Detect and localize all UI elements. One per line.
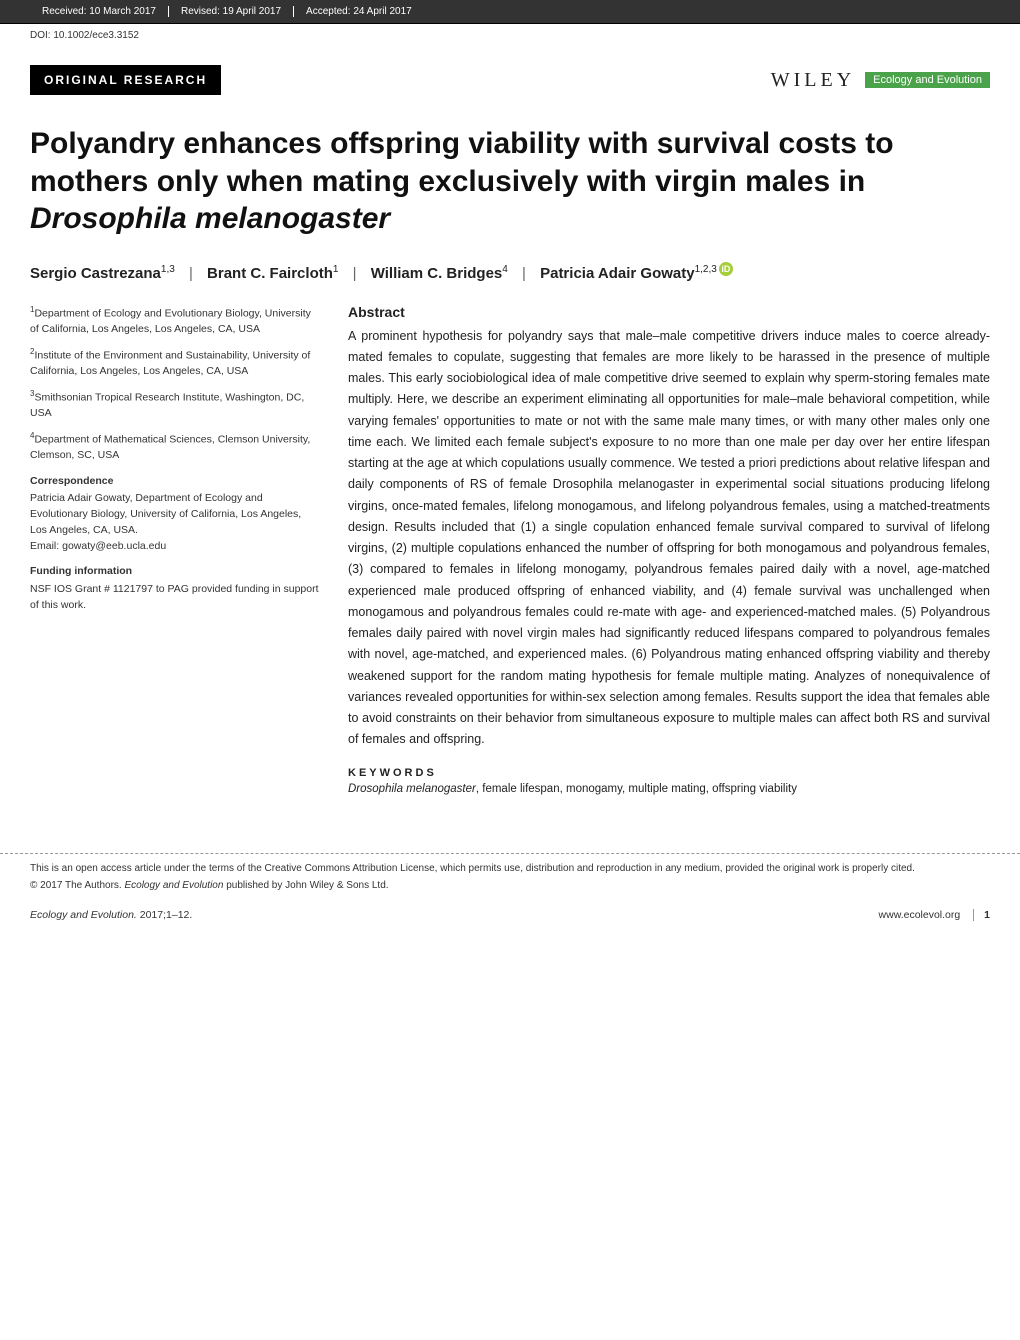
author-separator: | (189, 265, 193, 282)
footer-citation: Ecology and Evolution. 2017;1–12. (30, 909, 192, 921)
received-label: Received: (42, 6, 86, 17)
page-number: 1 (973, 909, 990, 921)
author-affil: 4 (502, 264, 508, 275)
journal-brand: Ecology and Evolution (865, 72, 990, 88)
abstract-body: A prominent hypothesis for polyandry say… (348, 326, 990, 751)
footer-journal: Ecology and Evolution. (30, 909, 137, 921)
accepted-date: 24 April 2017 (353, 6, 411, 17)
section-divider (0, 853, 1020, 854)
author-separator: | (353, 265, 357, 282)
author-affil: 1 (333, 264, 339, 275)
copyright-line: © 2017 The Authors. Ecology and Evolutio… (0, 876, 1020, 891)
author: William C. Bridges4 (371, 265, 508, 282)
correspondence-email: Email: gowaty@eeb.ucla.edu (30, 539, 320, 555)
aff-text: Institute of the Environment and Sustain… (30, 349, 310, 377)
affiliation: 2Institute of the Environment and Sustai… (30, 346, 320, 380)
email-value: gowaty@eeb.ucla.edu (62, 540, 166, 552)
publisher-block: WILEY Ecology and Evolution (771, 69, 990, 92)
received-cell: Received: 10 March 2017 (30, 6, 169, 17)
tag-row: ORIGINAL RESEARCH WILEY Ecology and Evol… (0, 47, 1020, 101)
main-content: Polyandry enhances offspring viability w… (0, 101, 1020, 825)
footer-citation-rest: 2017;1–12. (137, 909, 192, 921)
author-list: Sergio Castrezana1,3 | Brant C. Fairclot… (30, 262, 990, 282)
copyright-prefix: © 2017 The Authors. (30, 880, 124, 891)
affiliation: 4Department of Mathematical Sciences, Cl… (30, 430, 320, 464)
author-separator: | (522, 265, 526, 282)
aff-text: Department of Ecology and Evolutionary B… (30, 307, 311, 335)
revised-date: 19 April 2017 (223, 6, 281, 17)
author-name: William C. Bridges (371, 265, 503, 282)
abstract-column: Abstract A prominent hypothesis for poly… (348, 304, 990, 795)
accepted-cell: Accepted: 24 April 2017 (294, 6, 424, 17)
footer-right: www.ecolevol.org 1 (879, 909, 990, 921)
author-name: Sergio Castrezana (30, 265, 161, 282)
license-text: This is an open access article under the… (0, 862, 1020, 876)
aff-text: Smithsonian Tropical Research Institute,… (30, 391, 304, 419)
author: Sergio Castrezana1,3 (30, 265, 175, 282)
affiliation-column: 1Department of Ecology and Evolutionary … (30, 304, 320, 795)
title-species: Drosophila melanogaster (30, 202, 390, 235)
author-name: Brant C. Faircloth (207, 265, 333, 282)
copyright-journal: Ecology and Evolution (124, 880, 223, 891)
keywords-body: Drosophila melanogaster, female lifespan… (348, 783, 990, 795)
affiliation: 3Smithsonian Tropical Research Institute… (30, 388, 320, 422)
revised-label: Revised: (181, 6, 220, 17)
keywords-rest: , female lifespan, monogamy, multiple ma… (476, 783, 797, 795)
correspondence-label: Correspondence (30, 474, 320, 490)
correspondence-text: Patricia Adair Gowaty, Department of Eco… (30, 491, 320, 538)
author-affil: 1,3 (161, 264, 175, 275)
revised-cell: Revised: 19 April 2017 (169, 6, 294, 17)
copyright-suffix: published by John Wiley & Sons Ltd. (223, 880, 388, 891)
email-label: Email: (30, 540, 59, 552)
keywords-species: Drosophila melanogaster (348, 783, 476, 795)
publisher-name: WILEY (771, 69, 855, 92)
keywords-heading: KEYWORDS (348, 767, 990, 779)
abstract-heading: Abstract (348, 304, 990, 320)
footer-url: www.ecolevol.org (879, 909, 961, 921)
author-name: Patricia Adair Gowaty (540, 265, 695, 282)
title-text: Polyandry enhances offspring viability w… (30, 127, 894, 198)
accepted-label: Accepted: (306, 6, 350, 17)
page-footer: Ecology and Evolution. 2017;1–12. www.ec… (0, 891, 1020, 945)
meta-header-bar: Received: 10 March 2017 Revised: 19 Apri… (0, 0, 1020, 24)
funding-label: Funding information (30, 564, 320, 580)
article-title: Polyandry enhances offspring viability w… (30, 125, 990, 238)
author-affil: 1,2,3 (695, 264, 717, 275)
author: Patricia Adair Gowaty1,2,3iD (540, 265, 733, 282)
aff-text: Department of Mathematical Sciences, Cle… (30, 433, 310, 461)
two-column-layout: 1Department of Ecology and Evolutionary … (30, 304, 990, 795)
article-type-tag: ORIGINAL RESEARCH (30, 65, 221, 95)
doi-line: DOI: 10.1002/ece3.3152 (0, 24, 1020, 47)
funding-text: NSF IOS Grant # 1121797 to PAG provided … (30, 582, 320, 614)
author: Brant C. Faircloth1 (207, 265, 338, 282)
orcid-icon: iD (719, 262, 733, 276)
received-date: 10 March 2017 (89, 6, 156, 17)
affiliation: 1Department of Ecology and Evolutionary … (30, 304, 320, 338)
